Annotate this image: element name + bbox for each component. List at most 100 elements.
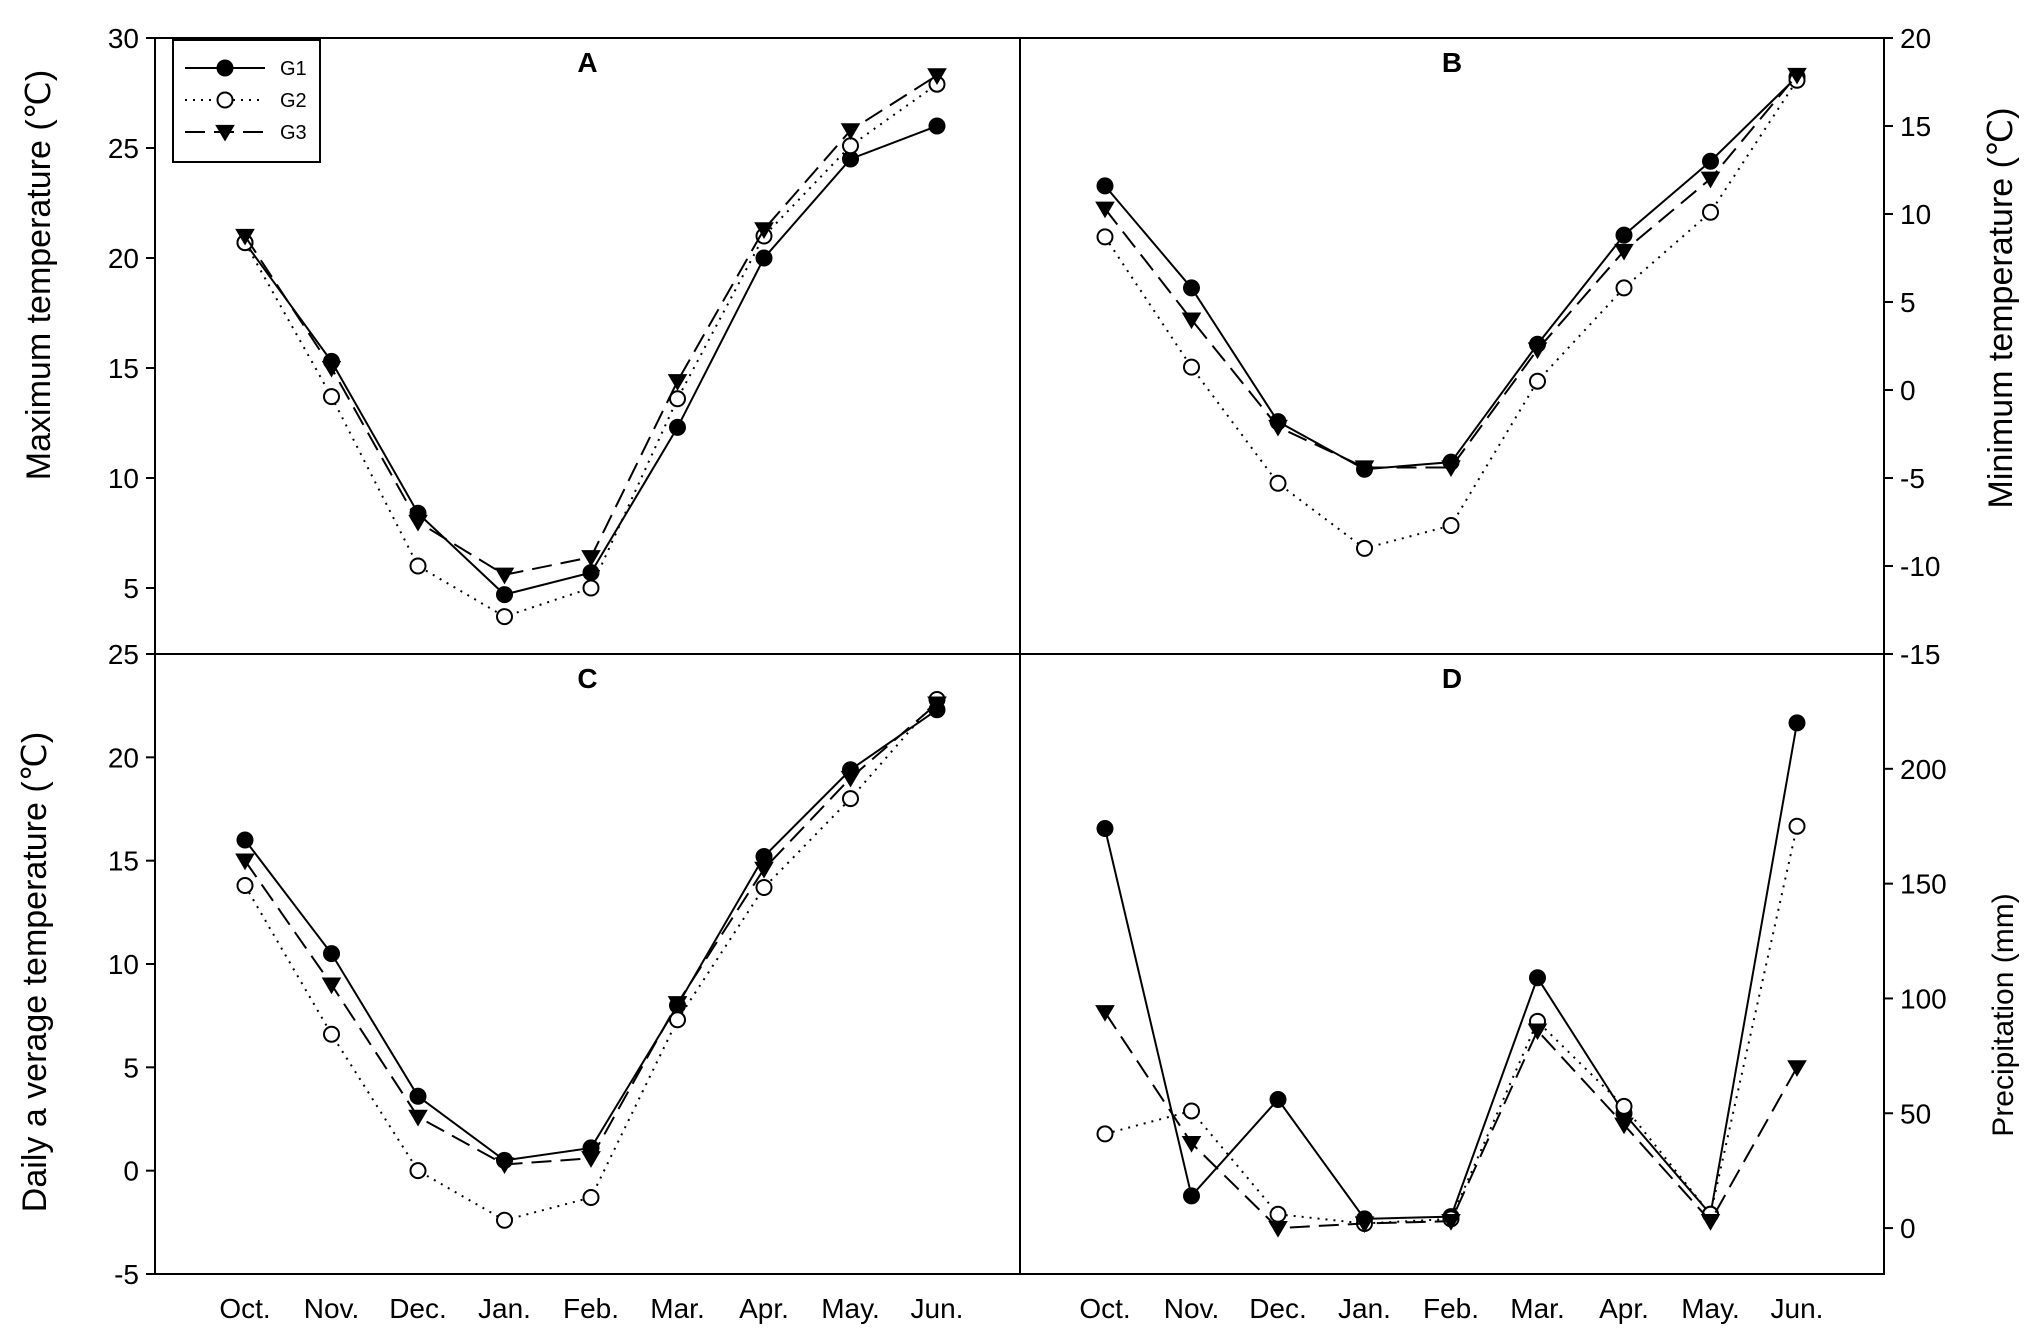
legend: G1 G2 G3 [172,39,321,163]
series-line-g1 [1104,76,1798,471]
x-tick-label: May. [1681,1293,1740,1324]
series-g3 [1095,67,1807,477]
y-tick-label: 10 [1900,199,1931,230]
series-g1 [236,701,946,1169]
data-point-g3 [1787,67,1807,85]
axis-titles: Maximum temperature (℃) Minimum temperat… [16,70,2020,1212]
data-point-g3 [1095,1005,1115,1022]
x-tick-label: Jan. [478,1293,531,1324]
data-point-g1 [1615,226,1633,244]
legend-marker-g1 [216,59,234,77]
data-point-g3 [1441,1214,1461,1231]
y-tick-label: 30 [108,23,139,54]
panel-b: B -15 -10 -5 0 5 10 15 20 [1095,23,1940,670]
data-point-g3 [1181,312,1202,330]
y-tick-label: 15 [108,846,139,877]
data-point-g2 [1356,539,1373,557]
y-tick-label: -5 [1900,463,1925,494]
data-point-g2 [496,608,513,626]
legend-label-g3: G3 [280,122,307,144]
y-tick-label: -10 [1900,551,1940,582]
panel-b-label: B [1442,47,1462,78]
data-point-g3 [1787,1060,1807,1077]
data-point-g2 [1269,1205,1287,1223]
y-tick-label: 5 [123,1052,139,1083]
x-tick-label: Oct. [1079,1293,1130,1324]
data-point-g3 [667,996,688,1013]
legend-label-g2: G2 [280,90,307,112]
data-point-g2 [1183,1102,1200,1120]
series-line-g2 [244,698,938,1222]
panel-b-y-axis-title: Minimum temperature (℃) [1982,108,2020,509]
x-tick-label: Dec. [389,1293,447,1324]
data-point-g3 [1614,1117,1634,1135]
x-tick-label: Oct. [219,1293,270,1324]
panel-c-y-axis: -5 0 5 10 15 20 25 [108,639,155,1290]
data-point-g1 [1096,820,1114,838]
data-point-g3 [1527,342,1548,360]
data-point-g2 [409,1162,427,1180]
data-point-g3 [1095,201,1115,219]
panels: A 5 10 15 20 25 30 B -15 -10 -5 0 5 10 15 20 C -5 0 5 10 15 20… [108,23,1947,1324]
y-tick-label: 5 [1900,287,1916,318]
data-point-g2 [409,557,427,575]
x-tick-label: Mar. [650,1293,704,1324]
data-point-g2 [236,876,254,894]
data-point-g1 [323,945,340,963]
legend-box [172,39,321,163]
series-line-g3 [244,702,938,1166]
data-point-g3 [1700,171,1721,189]
panel-b-y-axis: -15 -10 -5 0 5 10 15 20 [1884,23,1940,670]
panel-d: D 0 50 100 150 200 Oct. Nov. Dec. Jan. Feb. Mar. Apr… [1079,663,1946,1324]
legend-entries: G1 G2 G3 [185,58,307,144]
series-line-g1 [244,708,938,1162]
data-point-g2 [323,1025,340,1043]
series-g2 [236,75,946,626]
x-tick-label: Jun. [911,1293,964,1324]
data-point-g3 [1527,1023,1548,1041]
data-point-g3 [408,514,428,532]
data-point-g1 [755,848,773,866]
data-point-g3 [927,696,947,714]
x-tick-label: Feb. [1423,1293,1479,1324]
data-point-g2 [1096,1125,1114,1143]
y-tick-label: 0 [1900,375,1916,406]
panel-a-y-axis: 5 10 15 20 25 30 [108,23,155,604]
y-tick-label: 50 [1900,1098,1931,1129]
y-tick-label: 20 [108,742,139,773]
y-tick-label: 0 [1900,1213,1916,1244]
data-point-g2 [1442,517,1460,535]
data-point-g2 [755,879,773,897]
data-point-g3 [840,123,861,140]
series-g2 [1096,71,1806,557]
data-point-g3 [1354,460,1375,477]
data-point-g3 [1354,1216,1375,1234]
data-point-g2 [1615,1097,1633,1115]
y-tick-label: 20 [1900,23,1931,54]
legend-label-g1: G1 [280,58,307,80]
panel-a-label: A [577,47,597,78]
y-tick-label: 100 [1900,983,1947,1014]
series-g1 [1096,714,1806,1228]
panel-d-y-axis: 0 50 100 150 200 [1884,754,1947,1244]
data-point-g1 [1096,177,1114,195]
x-tick-label: Jan. [1338,1293,1391,1324]
series-g3 [235,68,947,585]
panel-d-x-axis: Oct. Nov. Dec. Jan. Feb. Mar. Apr. May. Jun. [1079,1293,1823,1324]
data-point-g1 [496,586,513,604]
y-tick-label: 200 [1900,754,1947,785]
legend-marker-g2 [216,91,234,109]
panel-c-label: C [577,663,597,694]
series-g3 [235,696,947,1175]
y-tick-label: 15 [108,353,139,384]
x-tick-label: Jun. [1771,1293,1824,1324]
data-point-g3 [1268,419,1288,437]
data-point-g1 [409,1087,427,1105]
data-point-g3 [235,228,255,246]
panel-c-y-axis-title: Daily a verage temperature (℃) [16,732,54,1212]
data-point-g1 [1529,969,1546,987]
panel-c-x-axis: Oct. Nov. Dec. Jan. Feb. Mar. Apr. May. Jun. [219,1293,963,1324]
data-point-g3 [581,550,601,567]
data-point-g3 [235,853,255,871]
y-tick-label: 10 [108,949,139,980]
